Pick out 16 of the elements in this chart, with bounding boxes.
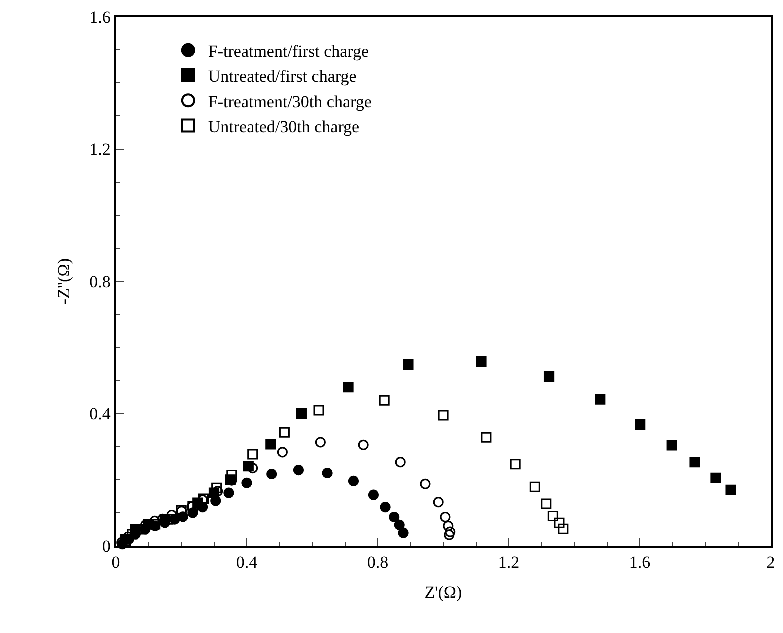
legend-label: F-treatment/first charge <box>208 42 370 62</box>
x-tick-label: 0.8 <box>367 553 389 572</box>
x-tick-label: 1.2 <box>498 553 520 572</box>
x-tick-label: 0.4 <box>236 553 258 572</box>
y-tick-label: 1.2 <box>90 140 111 160</box>
y-axis-title: -Z''(Ω) <box>54 258 74 305</box>
x-tick-label: 1.6 <box>629 553 651 572</box>
y-tick-label: 0.4 <box>90 404 112 424</box>
y-tick-label: 1.6 <box>90 8 111 27</box>
legend-label: F-treatment/30th charge <box>208 92 372 112</box>
y-tick-label: 0.8 <box>90 272 111 292</box>
x-tick-label: 2 <box>766 553 776 572</box>
y-tick-label: 0 <box>102 536 111 556</box>
legend-label: Untreated/30th charge <box>208 117 360 136</box>
x-axis-title: Z'(Ω) <box>424 583 462 602</box>
legend-label: Untreated/first charge <box>208 67 357 86</box>
